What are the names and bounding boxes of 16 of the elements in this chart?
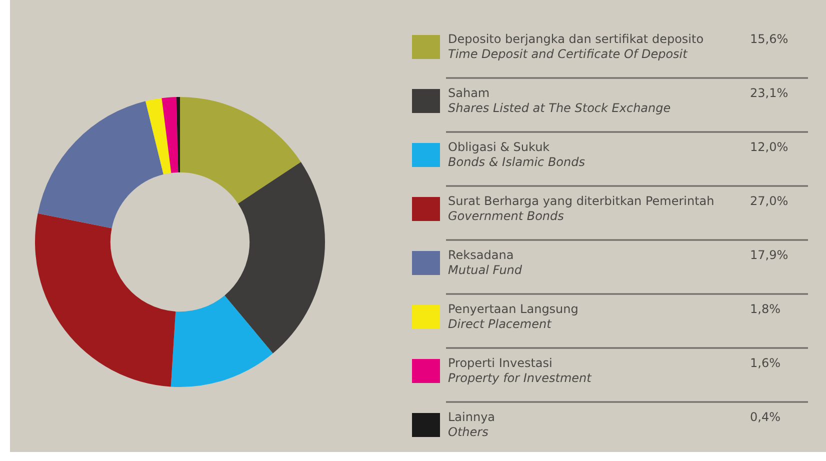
data-label: 15,6% (750, 32, 788, 46)
data-label: 17,9% (750, 248, 788, 262)
data-label: 1,6% (750, 356, 780, 370)
data-label: 23,1% (750, 86, 788, 100)
data-label: 0,4% (750, 410, 780, 424)
legend-label: Penyertaan Langsung Direct Placement (448, 302, 578, 332)
legend-label: Deposito berjangka dan sertifikat deposito Time Deposit and Certificate Of Deposit (448, 32, 704, 62)
legend-label: Properti Investasi Property for Investment (448, 356, 593, 386)
legend-label: Lainnya Others (448, 410, 496, 440)
data-label: 12,0% (750, 140, 788, 154)
data-label: 27,0% (750, 194, 788, 208)
legend-label: Reksadana Mutual Fund (448, 248, 522, 278)
legend-label: Saham Shares Listed at The Stock Exchange (448, 86, 671, 116)
legend-label: Obligasi & Sukuk Bonds & Islamic Bonds (448, 140, 585, 170)
legend-label: Surat Berharga yang diterbitkan Pemerintah Government Bonds (448, 194, 714, 224)
data-label: 1,8% (750, 302, 780, 316)
